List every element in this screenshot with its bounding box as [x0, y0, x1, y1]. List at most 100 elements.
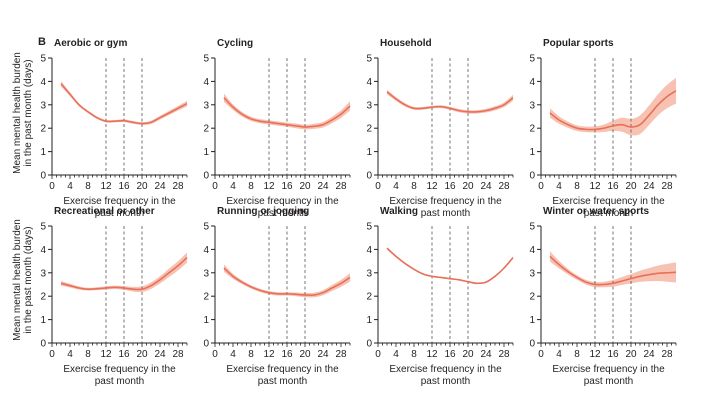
panel-title: Cycling: [217, 38, 253, 49]
x-tick-label: 16: [444, 181, 456, 192]
x-tick-label: 8: [411, 349, 417, 360]
x-tick-label: 20: [299, 181, 311, 192]
x-tick-label: 24: [317, 181, 329, 192]
x-tick-label: 4: [67, 349, 73, 360]
x-axis-label-line-1: Exercise frequency in the: [552, 364, 665, 375]
x-axis-label-line-2: past month: [584, 376, 633, 387]
x-tick-label: 4: [393, 349, 399, 360]
x-tick-label: 20: [462, 349, 474, 360]
panel-title: Popular sports: [543, 38, 614, 49]
x-axis-label-line-2: past month: [584, 208, 633, 219]
y-tick-label: 1: [40, 315, 46, 326]
y-tick-label: 0: [366, 171, 372, 182]
x-tick-label: 8: [248, 349, 254, 360]
x-tick-label: 4: [230, 181, 236, 192]
panel-title: Walking: [380, 206, 418, 217]
x-tick-label: 28: [661, 181, 673, 192]
x-tick-label: 20: [299, 349, 311, 360]
y-tick-label: 4: [529, 77, 535, 88]
series-line: [549, 90, 677, 131]
y-tick-label: 2: [40, 292, 46, 303]
y-tick-label: 2: [366, 292, 372, 303]
y-tick-label: 3: [529, 100, 535, 111]
x-tick-label: 20: [625, 349, 637, 360]
y-tick-label: 1: [40, 147, 46, 158]
x-tick-label: 16: [607, 181, 619, 192]
x-tick-label: 16: [281, 181, 293, 192]
y-tick-label: 0: [366, 339, 372, 350]
panel-title: Winter or water sports: [543, 206, 649, 217]
series-line: [60, 83, 188, 125]
x-tick-label: 12: [426, 181, 438, 192]
y-tick-label: 0: [529, 339, 535, 350]
y-tick-label: 0: [40, 339, 46, 350]
x-tick-label: 28: [172, 181, 184, 192]
x-tick-label: 0: [49, 349, 55, 360]
x-tick-label: 0: [49, 181, 55, 192]
y-tick-label: 5: [529, 54, 535, 65]
panel-title: Household: [380, 38, 432, 49]
y-tick-label: 2: [203, 124, 209, 135]
y-tick-label: 4: [529, 245, 535, 256]
x-tick-label: 12: [100, 349, 112, 360]
x-axis-label-line-1: Exercise frequency in the: [226, 196, 339, 207]
y-tick-label: 3: [203, 268, 209, 279]
confidence-band: [550, 251, 676, 288]
y-tick-label: 1: [203, 147, 209, 158]
y-tick-label: 3: [529, 268, 535, 279]
y-tick-label: 5: [529, 222, 535, 233]
x-tick-label: 20: [136, 349, 148, 360]
y-axis-label-line-2: in the past month (days): [23, 226, 34, 333]
y-tick-label: 3: [366, 268, 372, 279]
y-tick-label: 0: [529, 171, 535, 182]
x-axis-label-line-2: past month: [95, 376, 144, 387]
x-axis-label-line-2: past month: [421, 208, 470, 219]
x-tick-label: 0: [538, 181, 544, 192]
x-tick-label: 20: [625, 181, 637, 192]
y-tick-label: 3: [40, 100, 46, 111]
x-tick-label: 0: [375, 181, 381, 192]
y-axis-label-bottom: Mean mental health burden in the past mo…: [12, 219, 34, 341]
x-tick-label: 0: [375, 349, 381, 360]
x-axis-label-line-1: Exercise frequency in the: [389, 196, 502, 207]
y-tick-label: 2: [529, 292, 535, 303]
y-axis-label-top: Mean mental health burden in the past mo…: [12, 52, 34, 174]
y-tick-label: 4: [203, 77, 209, 88]
x-axis-label-line-2: past month: [258, 208, 307, 219]
y-tick-label: 2: [366, 124, 372, 135]
x-tick-label: 24: [480, 181, 492, 192]
x-tick-label: 8: [574, 181, 580, 192]
x-axis-label-line-2: past month: [95, 208, 144, 219]
y-tick-label: 0: [40, 171, 46, 182]
x-tick-label: 24: [154, 181, 166, 192]
x-tick-label: 8: [85, 349, 91, 360]
x-axis-label-line-2: past month: [258, 376, 307, 387]
y-tick-label: 4: [366, 245, 372, 256]
x-tick-label: 20: [462, 181, 474, 192]
y-tick-label: 5: [366, 54, 372, 65]
x-tick-label: 20: [136, 181, 148, 192]
x-tick-label: 16: [118, 349, 130, 360]
x-axis-label-line-1: Exercise frequency in the: [226, 364, 339, 375]
series-line: [386, 91, 514, 113]
series-line: [223, 97, 351, 128]
y-tick-label: 5: [366, 222, 372, 233]
x-tick-label: 28: [498, 181, 510, 192]
y-axis-label-line-1: Mean mental health burden: [12, 219, 23, 341]
panel-title: Aerobic or gym: [54, 38, 127, 49]
x-tick-label: 4: [67, 181, 73, 192]
x-tick-label: 0: [212, 181, 218, 192]
x-tick-label: 4: [556, 349, 562, 360]
x-tick-label: 12: [100, 181, 112, 192]
y-tick-label: 1: [366, 315, 372, 326]
series-line: [386, 247, 514, 285]
y-tick-label: 4: [203, 245, 209, 256]
panel-title: Running or jogging: [217, 206, 309, 217]
y-tick-label: 5: [203, 54, 209, 65]
confidence-band: [61, 80, 187, 125]
